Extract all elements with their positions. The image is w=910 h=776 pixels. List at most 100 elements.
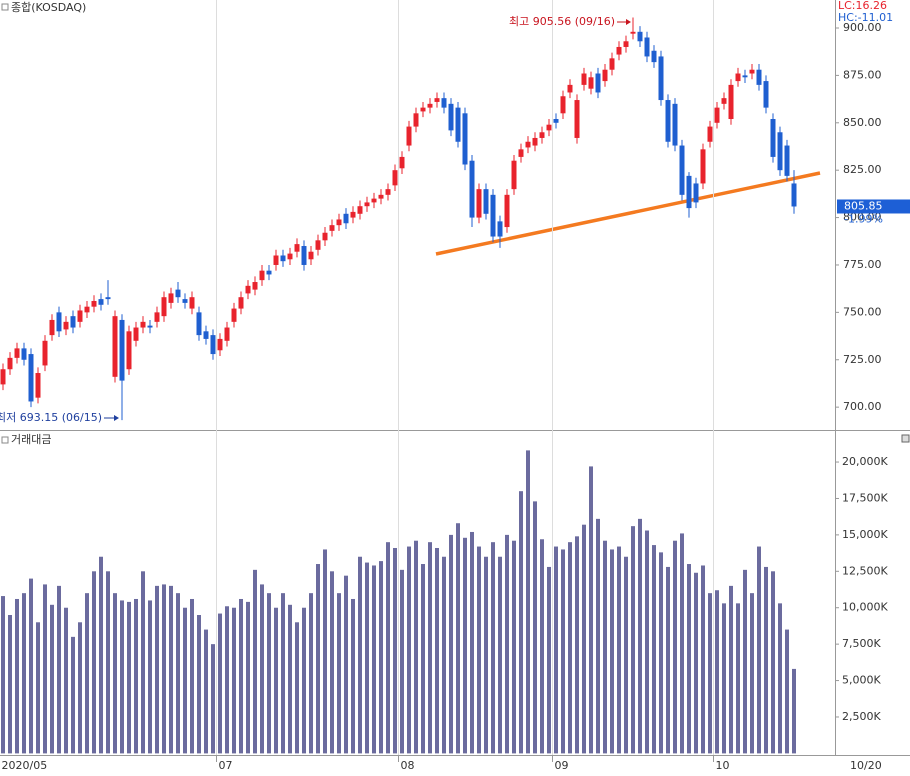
candle-body [91,300,97,307]
y-tick-label: 825.00 [843,163,882,176]
candle-body [714,107,720,123]
y-tick-label: 800.00 [843,211,882,224]
volume-bar [603,540,607,754]
volume-bar [414,540,418,754]
volume-bar [253,569,257,754]
candle-body [385,189,391,195]
candle-body [483,189,489,214]
volume-bar [22,593,26,754]
volume-bar [736,603,740,754]
candle-body [0,369,6,385]
candle-body [707,126,713,142]
candle-body [679,145,685,195]
volume-bar [92,571,96,754]
volume-bar [715,590,719,754]
volume-bar [526,450,530,754]
candle-body [224,327,230,341]
volume-bar [407,546,411,754]
candle-body [238,297,244,309]
volume-bar [589,466,593,754]
y-tick-label: 700.00 [843,400,882,413]
volume-bar [771,571,775,754]
candle-body [735,73,741,82]
candle-body [98,299,104,305]
x-tick-label: 10 [716,759,730,772]
candle-body [63,321,69,330]
candle-body [56,312,62,332]
volume-bar [785,629,789,754]
volume-bar [400,569,404,754]
candle-body [784,145,790,176]
candle-body [777,132,783,171]
candle-body [518,149,524,157]
volume-bar [323,549,327,754]
candle-body [336,219,342,226]
candle-body [623,41,629,47]
candle-body [308,251,314,260]
volume-bar [218,613,222,754]
pane-button[interactable] [901,434,910,443]
y-tick-label: 775.00 [843,258,882,271]
candle-body [574,100,580,138]
candle-body [217,338,223,351]
volume-bar [134,598,138,754]
volume-bar [211,644,215,754]
candle-body [791,183,797,207]
volume-bar [659,552,663,754]
candle-body [245,285,251,294]
volume-bar [554,546,558,754]
y-tick-label: 12,500K [842,564,888,577]
volume-bar [792,668,796,754]
volume-bar [57,585,61,754]
volume-bar [246,601,250,754]
candle-body [609,58,615,70]
candle-body [476,189,482,218]
y-tick-label: 900.00 [843,21,882,34]
volume-bar [645,530,649,754]
volume-bar [757,546,761,754]
volume-bar [225,606,229,754]
candle-body [455,107,461,142]
volume-bar [71,636,75,754]
candle-body [588,77,594,89]
candle-body [651,50,657,63]
volume-bar [169,585,173,754]
candle-body [399,156,405,169]
volume-bar [99,556,103,754]
volume-bar [197,615,201,754]
candle-body [28,354,34,402]
volume-bar [568,542,572,754]
candle-body [700,149,706,184]
candle-body [21,348,27,360]
candle-body [665,100,671,142]
volume-bar [393,547,397,754]
volume-bar [561,549,565,754]
candle-body [567,84,573,93]
volume-bar [449,534,453,754]
volume-bar [190,598,194,754]
volume-bar [547,566,551,754]
candle-body [266,270,272,275]
candle-body [259,270,265,281]
volume-bar [743,569,747,754]
candle-body [210,335,216,355]
volume-bar [29,578,33,754]
volume-bar [624,556,628,754]
low-arrowhead [114,415,119,421]
volume-bar [652,545,656,754]
volume-bar [337,593,341,754]
candle-body [231,308,237,322]
volume-bar [155,585,159,754]
candle-body [119,319,125,381]
volume-bar [344,575,348,754]
candle-body [693,183,699,203]
candle-body [70,316,76,328]
candle-body [294,244,300,252]
volume-bar [519,491,523,754]
volume-bar [239,598,243,754]
volume-bar [127,601,131,754]
volume-bar [582,524,586,754]
volume-bar [386,542,390,754]
volume-bar [421,564,425,754]
volume-bar [267,593,271,754]
